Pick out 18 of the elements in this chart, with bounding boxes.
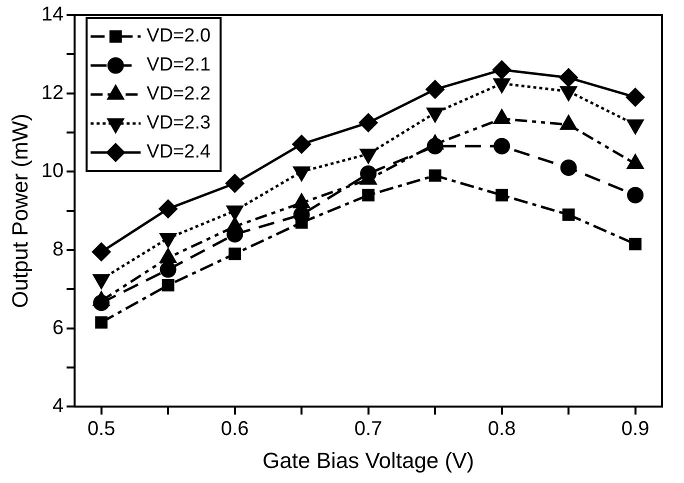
- x-tick-label: 0.9: [621, 418, 650, 440]
- y-tick-label: 6: [52, 316, 64, 339]
- x-tick-label: 0.6: [220, 418, 249, 440]
- y-tick-label: 10: [41, 160, 64, 182]
- legend-label: VD=2.0: [146, 26, 211, 47]
- legend-label: VD=2.1: [146, 54, 211, 76]
- y-tick-label: 8: [52, 238, 64, 260]
- x-axis-title: Gate Bias Voltage (V): [262, 448, 474, 473]
- x-tick-label: 0.5: [87, 418, 116, 440]
- y-tick-label: 14: [41, 4, 64, 26]
- y-tick-label: 12: [41, 82, 64, 104]
- legend-label: VD=2.2: [146, 84, 211, 105]
- x-tick-label: 0.8: [488, 418, 516, 440]
- y-tick-label: 4: [52, 395, 64, 418]
- legend-label: VD=2.4: [146, 142, 211, 163]
- x-tick-label: 0.7: [354, 418, 382, 440]
- y-axis-title: Output Power (mW): [7, 114, 32, 308]
- legend-label: VD=2.3: [146, 112, 211, 134]
